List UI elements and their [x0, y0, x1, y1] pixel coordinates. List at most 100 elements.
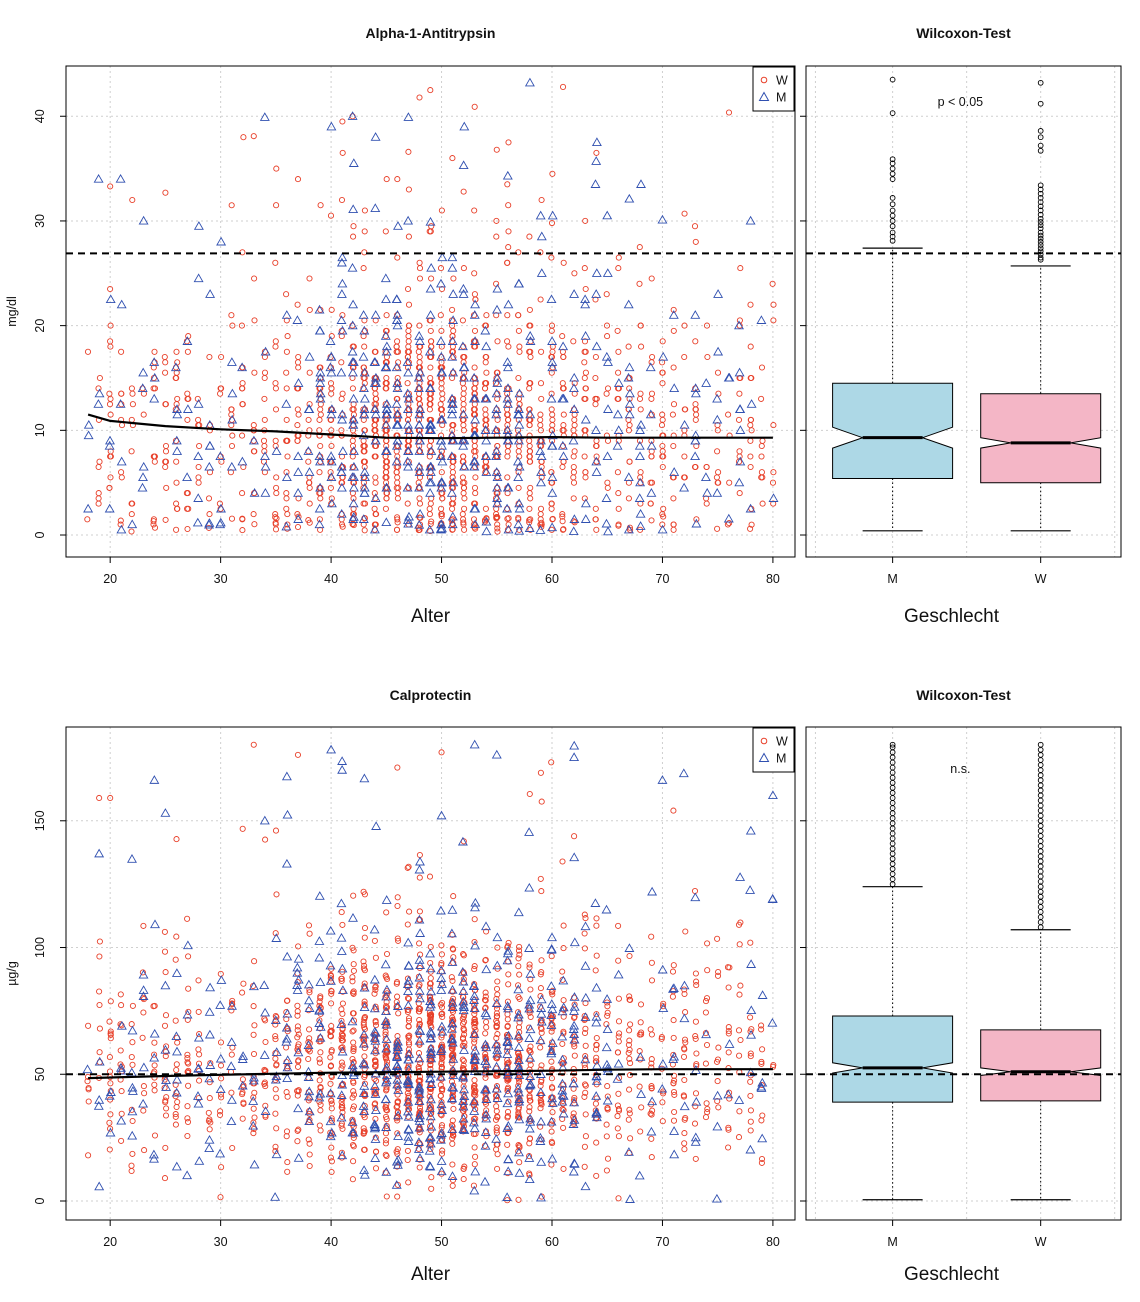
- data-point-m: [623, 299, 634, 309]
- data-point-m: [481, 516, 492, 526]
- data-point-m: [469, 503, 480, 513]
- boxplot-x-axis-title: Geschlecht: [904, 1264, 1000, 1285]
- data-point-m: [513, 472, 524, 482]
- data-point-w: [581, 1081, 589, 1088]
- data-point-m: [326, 451, 337, 461]
- data-point-m: [281, 521, 292, 531]
- data-point-w: [394, 495, 401, 502]
- data-point-w: [770, 317, 777, 324]
- data-point-w: [438, 343, 445, 350]
- data-point-m: [425, 487, 436, 497]
- data-point-m: [415, 508, 426, 518]
- data-point-w: [504, 474, 511, 481]
- data-point-w: [393, 448, 400, 455]
- data-point-m: [391, 362, 402, 372]
- data-point-w: [704, 353, 711, 361]
- data-point-w: [736, 1052, 743, 1059]
- data-point-m: [569, 404, 580, 413]
- y-tick-label: 20: [33, 319, 47, 333]
- data-point-w: [372, 474, 379, 481]
- data-point-w: [582, 285, 589, 293]
- outlier-point: [889, 176, 896, 182]
- data-point-w: [460, 521, 467, 528]
- data-point-m: [348, 446, 359, 455]
- data-point-w: [659, 369, 666, 376]
- data-point-w: [714, 448, 721, 455]
- data-point-w: [372, 317, 379, 324]
- data-point-m: [370, 435, 381, 445]
- data-point-m: [425, 283, 436, 293]
- data-point-m: [580, 414, 591, 424]
- data-point-w: [538, 196, 545, 204]
- data-point-m: [392, 310, 403, 319]
- data-point-m: [381, 446, 392, 455]
- data-point-m: [359, 367, 370, 377]
- data-point-w: [471, 406, 478, 413]
- data-point-m: [547, 430, 558, 440]
- data-point-m: [193, 451, 204, 461]
- data-point-w: [748, 427, 755, 434]
- data-point-m: [436, 519, 447, 529]
- legend: WM: [752, 66, 795, 112]
- data-point-w: [559, 513, 566, 520]
- data-point-m: [536, 467, 547, 476]
- data-point-m: [492, 472, 503, 482]
- data-point-w: [670, 401, 678, 408]
- data-point-m: [435, 451, 446, 461]
- data-point-w: [659, 338, 666, 345]
- data-point-w: [438, 327, 445, 334]
- data-point-m: [116, 524, 127, 534]
- data-point-w: [217, 385, 224, 392]
- data-point-w: [207, 1119, 214, 1126]
- data-point-m: [712, 487, 723, 497]
- data-point-w: [118, 469, 125, 476]
- data-point-m: [492, 482, 503, 492]
- data-point-w: [317, 202, 324, 209]
- data-point-w: [582, 474, 589, 481]
- data-point-w: [217, 1108, 224, 1115]
- data-point-m: [634, 440, 645, 450]
- data-point-w: [736, 490, 743, 497]
- data-point-w: [228, 312, 235, 319]
- outlier-point-m: [458, 160, 469, 170]
- data-point-m: [557, 440, 568, 450]
- data-point-m: [446, 451, 457, 461]
- data-point-m: [315, 372, 326, 382]
- data-point-w: [747, 525, 754, 532]
- data-point-m: [713, 346, 724, 356]
- data-point-m: [193, 493, 204, 502]
- data-point-w: [306, 369, 313, 376]
- data-point-m: [724, 372, 735, 382]
- data-point-m: [723, 513, 734, 523]
- data-point-w: [482, 406, 489, 413]
- data-point-w: [461, 479, 468, 486]
- data-point-m: [426, 262, 437, 272]
- data-point-w: [615, 522, 622, 529]
- data-point-w: [637, 469, 644, 476]
- data-point-m: [768, 493, 779, 502]
- data-point-w: [129, 401, 136, 408]
- data-point-w: [261, 416, 268, 423]
- data-point-m: [369, 524, 380, 534]
- data-point-w: [526, 422, 533, 429]
- data-point-w: [648, 1031, 655, 1038]
- data-point-m: [403, 461, 414, 471]
- data-point-w: [759, 500, 766, 507]
- data-point-m: [358, 351, 369, 361]
- data-point-m: [514, 503, 525, 513]
- data-point-w: [703, 322, 711, 329]
- data-point-m: [414, 419, 425, 429]
- data-point-m: [226, 461, 237, 471]
- data-point-m: [337, 446, 348, 455]
- data-point-w: [537, 516, 544, 523]
- data-point-w: [361, 228, 368, 235]
- data-point-m: [260, 451, 270, 461]
- data-point-w: [85, 1098, 92, 1105]
- x-tick-label: 30: [214, 572, 228, 586]
- data-point-w: [692, 238, 699, 245]
- data-point-m: [172, 404, 182, 413]
- data-point-w: [527, 516, 534, 523]
- data-point-m: [149, 357, 160, 366]
- data-point-m: [358, 383, 369, 393]
- data-point-w: [494, 416, 501, 423]
